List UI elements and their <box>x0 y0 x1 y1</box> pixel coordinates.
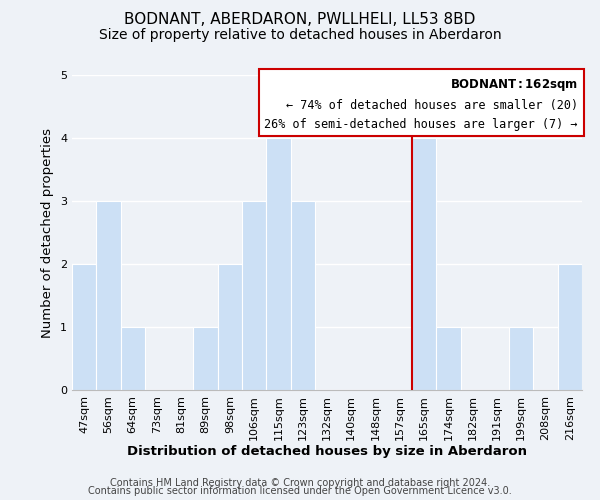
Text: $\mathbf{BODNANT: 162sqm}$
← 74% of detached houses are smaller (20)
26% of semi: $\mathbf{BODNANT: 162sqm}$ ← 74% of deta… <box>265 76 578 130</box>
Bar <box>242 201 266 390</box>
Bar <box>193 327 218 390</box>
Bar <box>72 264 96 390</box>
Bar <box>266 138 290 390</box>
Text: Contains public sector information licensed under the Open Government Licence v3: Contains public sector information licen… <box>88 486 512 496</box>
Bar <box>290 201 315 390</box>
Bar <box>412 138 436 390</box>
Bar <box>121 327 145 390</box>
Y-axis label: Number of detached properties: Number of detached properties <box>41 128 55 338</box>
Bar <box>96 201 121 390</box>
Text: BODNANT, ABERDARON, PWLLHELI, LL53 8BD: BODNANT, ABERDARON, PWLLHELI, LL53 8BD <box>124 12 476 28</box>
Bar <box>436 327 461 390</box>
Text: Size of property relative to detached houses in Aberdaron: Size of property relative to detached ho… <box>98 28 502 42</box>
X-axis label: Distribution of detached houses by size in Aberdaron: Distribution of detached houses by size … <box>127 446 527 458</box>
Bar <box>218 264 242 390</box>
Bar <box>509 327 533 390</box>
Text: Contains HM Land Registry data © Crown copyright and database right 2024.: Contains HM Land Registry data © Crown c… <box>110 478 490 488</box>
Bar <box>558 264 582 390</box>
